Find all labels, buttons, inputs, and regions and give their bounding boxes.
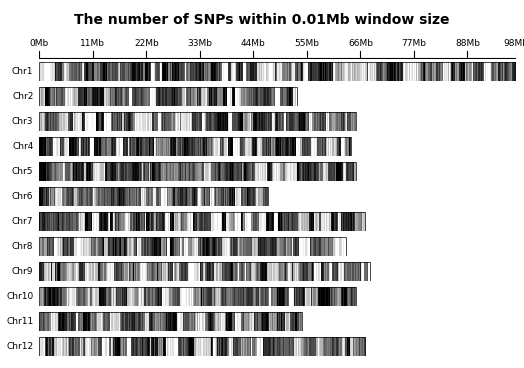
- Bar: [39, 212, 365, 231]
- Text: 22Mb: 22Mb: [134, 39, 159, 48]
- Text: Chr5: Chr5: [12, 167, 34, 176]
- Text: Chr1: Chr1: [12, 67, 34, 76]
- Text: Chr12: Chr12: [6, 342, 34, 351]
- Bar: [39, 337, 365, 356]
- Text: Chr2: Chr2: [12, 92, 34, 101]
- Text: Chr10: Chr10: [6, 292, 34, 301]
- Text: 77Mb: 77Mb: [401, 39, 427, 48]
- Text: 98Mb: 98Mb: [504, 39, 524, 48]
- Text: Chr3: Chr3: [12, 117, 34, 126]
- Bar: [39, 87, 297, 106]
- Text: Chr9: Chr9: [12, 267, 34, 276]
- Bar: [39, 187, 268, 206]
- Text: 66Mb: 66Mb: [348, 39, 373, 48]
- Bar: [39, 162, 356, 181]
- Bar: [39, 312, 302, 331]
- Text: Chr4: Chr4: [12, 142, 34, 151]
- Text: The number of SNPs within 0.01Mb window size: The number of SNPs within 0.01Mb window …: [74, 13, 450, 27]
- Text: 88Mb: 88Mb: [455, 39, 480, 48]
- Bar: [39, 137, 351, 156]
- Text: 0Mb: 0Mb: [30, 39, 49, 48]
- Text: Chr6: Chr6: [12, 192, 34, 201]
- Bar: [39, 287, 356, 306]
- Text: Chr7: Chr7: [12, 217, 34, 226]
- Text: 44Mb: 44Mb: [241, 39, 266, 48]
- Bar: [39, 262, 370, 281]
- Text: 55Mb: 55Mb: [294, 39, 320, 48]
- Text: Chr8: Chr8: [12, 242, 34, 251]
- Text: 11Mb: 11Mb: [80, 39, 105, 48]
- Bar: [39, 237, 346, 256]
- Text: 33Mb: 33Mb: [188, 39, 212, 48]
- Text: Chr11: Chr11: [6, 317, 34, 326]
- Bar: [39, 112, 356, 131]
